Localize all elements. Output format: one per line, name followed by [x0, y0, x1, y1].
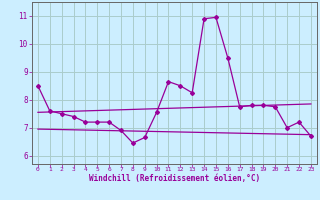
X-axis label: Windchill (Refroidissement éolien,°C): Windchill (Refroidissement éolien,°C): [89, 174, 260, 183]
